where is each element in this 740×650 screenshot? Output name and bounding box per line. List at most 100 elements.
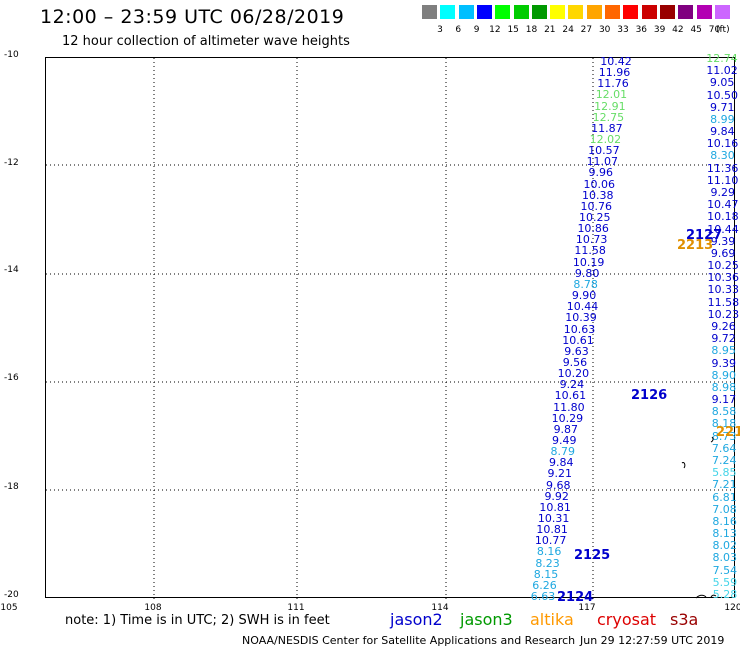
longitude-label: 111 [287,603,305,613]
swh-value: 5.59 [712,575,738,589]
swh-value: 6.63 [530,590,556,603]
swh-value: 10.36 [707,271,739,285]
scale-tick: 36 [635,25,648,35]
swh-value: 12.01 [595,88,628,102]
swh-value: 8.23 [535,556,560,570]
swh-value: 11.76 [597,77,629,91]
footnote: note: 1) Time is in UTC; 2) SWH is in fe… [65,613,330,628]
pass-id-label: 2124 [557,590,594,605]
pass-id-label: 2127 [686,228,723,243]
swh-value: 10.73 [575,233,608,247]
longitude-label: 117 [578,603,596,613]
swh-value: 11.10 [706,173,739,187]
scale-swatch [641,5,657,19]
swh-value: 9.96 [588,166,614,180]
swh-value: 10.61 [554,389,587,403]
swh-value: 8.16 [712,514,737,528]
swh-value: 8.18 [711,417,737,431]
swh-value: 9.84 [549,456,574,470]
swh-value: 9.39 [711,356,736,370]
scale-tick: 33 [617,25,629,35]
swh-value: 10.23 [707,307,740,321]
swh-value: 10.06 [583,177,616,191]
scale-tick: 6 [455,25,462,35]
scale-swatch [586,5,602,19]
swh-value: 9.29 [710,186,736,199]
swh-value: 8.03 [712,551,738,565]
map-title: 12:00 – 23:59 UTC 06/28/2019 [40,6,345,28]
swh-value: 12.74 [706,52,738,65]
scale-swatch [659,5,675,19]
swh-value: 12.75 [592,110,625,124]
swh-value: 8.73 [711,429,737,443]
longitude-label: 120 [724,603,740,613]
scale-tick: 70 [708,25,721,35]
scale-swatch [531,5,547,19]
latitude-label: -10 [4,50,19,60]
scale-swatch [605,5,620,19]
scale-swatch [513,5,529,19]
swh-value: 8.90 [711,368,737,382]
swh-value: 11.02 [706,64,738,78]
swh-value: 9.05 [709,76,735,90]
map-plot-area [45,57,736,599]
swh-value: 9.90 [571,289,597,303]
swh-value: 10.29 [551,411,584,425]
swh-value: 9.56 [562,355,588,369]
pass-id-label: 221 [716,425,740,440]
swh-value: 9.72 [711,332,736,346]
scale-tick: 21 [544,25,556,35]
scale-swatch [440,5,456,19]
scale-swatch [623,5,639,19]
swh-value: 11.58 [707,295,740,309]
swh-value: 8.13 [712,527,737,541]
swh-value: 9.92 [544,489,569,503]
swh-value: 10.25 [707,259,739,273]
swh-value: 11.58 [574,244,606,258]
scale-tick: 18 [525,25,538,35]
longitude-label: 105 [0,603,18,613]
longitude-label: 108 [144,603,162,613]
graticule [46,58,736,599]
swh-value: 8.30 [710,149,735,163]
swh-value: 9.17 [711,393,737,407]
swh-value: 10.16 [706,137,739,151]
scale-tick: 39 [653,25,666,35]
swh-value: 10.18 [707,210,739,224]
swh-value: 7.54 [712,563,738,577]
scale-tick: 42 [672,25,684,35]
swh-value: 10.25 [578,211,611,225]
legend-jason2: jason2 [390,610,443,629]
scale-tick: 9 [473,25,480,35]
scale-unit: (ft) [716,25,730,35]
swh-value: 11.80 [553,400,585,414]
scale-tick: 30 [598,25,611,35]
swh-value: 9.71 [710,100,735,114]
swh-value: 10.63 [563,322,596,336]
swh-value: 9.68 [545,478,571,492]
scale-tick: 45 [690,25,702,35]
swh-value: 9.69 [710,246,736,260]
swh-value: 10.77 [534,534,567,548]
swh-value: 9.21 [547,467,572,481]
swh-value: 10.44 [566,300,599,314]
swh-value: 12.02 [589,133,622,147]
swh-value: 11.87 [591,121,623,135]
swh-value: 9.24 [559,378,585,392]
swh-value: 11.96 [598,66,631,80]
swh-value: 10.42 [600,55,632,68]
swh-value: 10.61 [562,333,594,347]
swh-value: 7.64 [711,441,737,455]
swh-value: 10.38 [582,188,614,202]
scale-swatch [678,5,694,19]
scale-swatch [458,5,474,19]
swh-value: 8.95 [711,344,736,358]
scale-swatch [714,5,730,19]
generated-date: Jun 29 12:27:59 UTC 2019 [580,634,725,647]
swh-value: 6.26 [532,578,557,592]
swh-value: 9.84 [710,125,735,139]
swh-value: 10.39 [565,311,597,325]
latitude-label: -18 [4,482,19,492]
scale-swatch [550,5,566,19]
